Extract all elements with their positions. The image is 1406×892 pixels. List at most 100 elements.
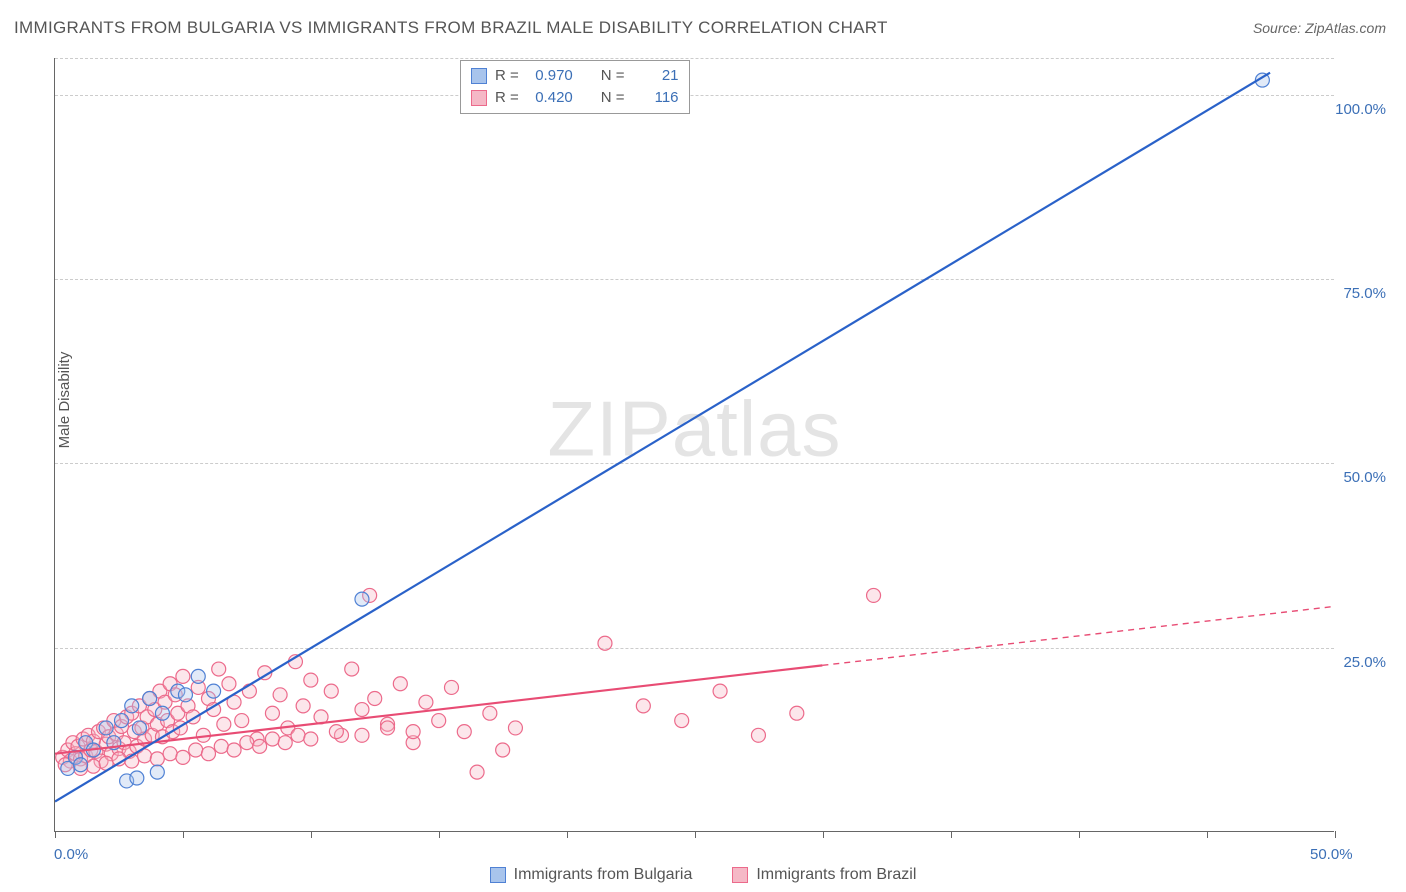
r-value-brazil: 0.420 [527, 87, 573, 109]
data-point [867, 588, 881, 602]
data-point [143, 691, 157, 705]
data-point [304, 732, 318, 746]
data-point [240, 736, 254, 750]
data-point [444, 680, 458, 694]
data-point [368, 691, 382, 705]
x-tick [567, 831, 568, 838]
data-point [125, 699, 139, 713]
data-point [217, 717, 231, 731]
trend-line [55, 73, 1270, 802]
data-point [86, 759, 100, 773]
data-point [132, 721, 146, 735]
x-tick [311, 831, 312, 838]
data-point [273, 688, 287, 702]
data-point [207, 684, 221, 698]
x-tick [55, 831, 56, 838]
r-label: R = [495, 87, 519, 109]
n-value-brazil: 116 [633, 87, 679, 109]
data-point [483, 706, 497, 720]
data-point [201, 747, 215, 761]
x-tick-label: 50.0% [1310, 846, 1353, 863]
data-point [242, 684, 256, 698]
bottom-legend: Immigrants from Bulgaria Immigrants from… [0, 866, 1406, 884]
data-point [212, 662, 226, 676]
data-point [222, 677, 236, 691]
r-value-bulgaria: 0.970 [527, 65, 573, 87]
x-tick [695, 831, 696, 838]
y-tick-label: 75.0% [1343, 285, 1386, 302]
data-point [265, 706, 279, 720]
legend-item-brazil: Immigrants from Brazil [732, 866, 916, 884]
data-point [406, 725, 420, 739]
legend-label-bulgaria: Immigrants from Bulgaria [514, 866, 693, 884]
x-tick [1207, 831, 1208, 838]
data-point [99, 721, 113, 735]
data-point [790, 706, 804, 720]
swatch-bulgaria [471, 68, 487, 84]
swatch-brazil [471, 90, 487, 106]
data-point [278, 736, 292, 750]
legend-item-bulgaria: Immigrants from Bulgaria [490, 866, 693, 884]
n-value-bulgaria: 21 [633, 65, 679, 87]
data-point [381, 721, 395, 735]
chart-title: IMMIGRANTS FROM BULGARIA VS IMMIGRANTS F… [14, 18, 888, 38]
trend-line-dashed [822, 606, 1334, 665]
data-point [393, 677, 407, 691]
data-point [355, 728, 369, 742]
x-tick [1335, 831, 1336, 838]
data-point [675, 714, 689, 728]
chart-svg [55, 58, 1334, 831]
y-tick-label: 50.0% [1343, 469, 1386, 486]
data-point [178, 688, 192, 702]
x-tick [183, 831, 184, 838]
data-point [150, 752, 164, 766]
data-point [189, 743, 203, 757]
data-point [751, 728, 765, 742]
data-point [214, 739, 228, 753]
data-point [713, 684, 727, 698]
data-point [345, 662, 359, 676]
swatch-brazil [732, 867, 748, 883]
n-label: N = [601, 87, 625, 109]
data-point [227, 743, 241, 757]
data-point [253, 739, 267, 753]
data-point [74, 758, 88, 772]
data-point [329, 725, 343, 739]
data-point [115, 714, 129, 728]
y-tick-label: 25.0% [1343, 654, 1386, 671]
r-label: R = [495, 65, 519, 87]
n-label: N = [601, 65, 625, 87]
y-tick-label: 100.0% [1335, 101, 1386, 118]
legend-label-brazil: Immigrants from Brazil [756, 866, 916, 884]
stats-row-brazil: R = 0.420 N = 116 [471, 87, 679, 109]
swatch-bulgaria [490, 867, 506, 883]
data-point [432, 714, 446, 728]
data-point [355, 703, 369, 717]
data-point [636, 699, 650, 713]
source-attribution: Source: ZipAtlas.com [1253, 20, 1386, 36]
data-point [508, 721, 522, 735]
x-tick-label: 0.0% [54, 846, 88, 863]
stats-row-bulgaria: R = 0.970 N = 21 [471, 65, 679, 87]
stats-legend: R = 0.970 N = 21 R = 0.420 N = 116 [460, 60, 690, 114]
x-tick [1079, 831, 1080, 838]
data-point [324, 684, 338, 698]
data-point [176, 669, 190, 683]
x-tick [439, 831, 440, 838]
data-point [176, 750, 190, 764]
data-point [235, 714, 249, 728]
data-point [163, 747, 177, 761]
x-tick [823, 831, 824, 838]
data-point [265, 732, 279, 746]
data-point [304, 673, 318, 687]
data-point [470, 765, 484, 779]
data-point [457, 725, 471, 739]
data-point [291, 728, 305, 742]
data-point [150, 765, 164, 779]
data-point [355, 592, 369, 606]
x-tick [951, 831, 952, 838]
data-point [419, 695, 433, 709]
data-point [130, 771, 144, 785]
data-point [296, 699, 310, 713]
data-point [598, 636, 612, 650]
